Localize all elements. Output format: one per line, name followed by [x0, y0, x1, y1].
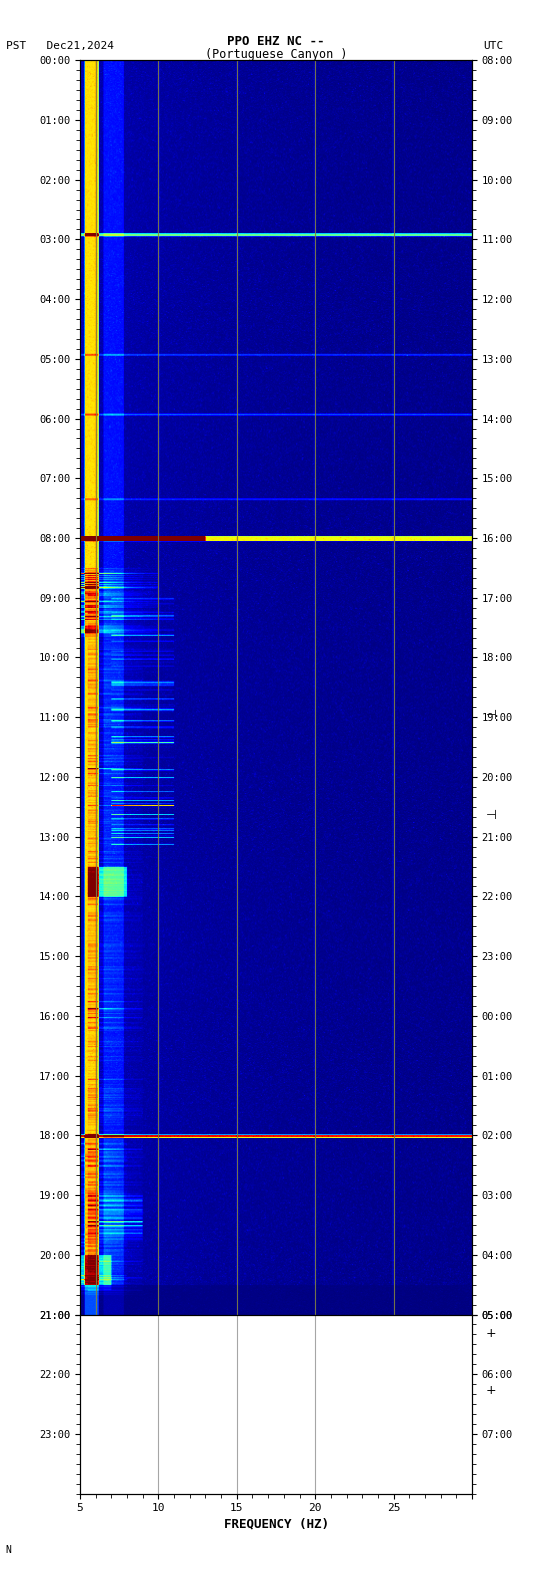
- Text: ⊣: ⊣: [486, 710, 497, 722]
- Text: PPO EHZ NC --: PPO EHZ NC --: [227, 35, 325, 48]
- Text: N: N: [6, 1546, 12, 1555]
- X-axis label: FREQUENCY (HZ): FREQUENCY (HZ): [224, 1517, 328, 1530]
- Text: +: +: [486, 1384, 496, 1397]
- Text: +: +: [486, 1327, 496, 1340]
- Text: PST   Dec21,2024: PST Dec21,2024: [6, 41, 114, 51]
- Text: ⊣: ⊣: [486, 809, 497, 822]
- Text: UTC: UTC: [483, 41, 503, 51]
- Text: (Portuguese Canyon ): (Portuguese Canyon ): [205, 48, 347, 60]
